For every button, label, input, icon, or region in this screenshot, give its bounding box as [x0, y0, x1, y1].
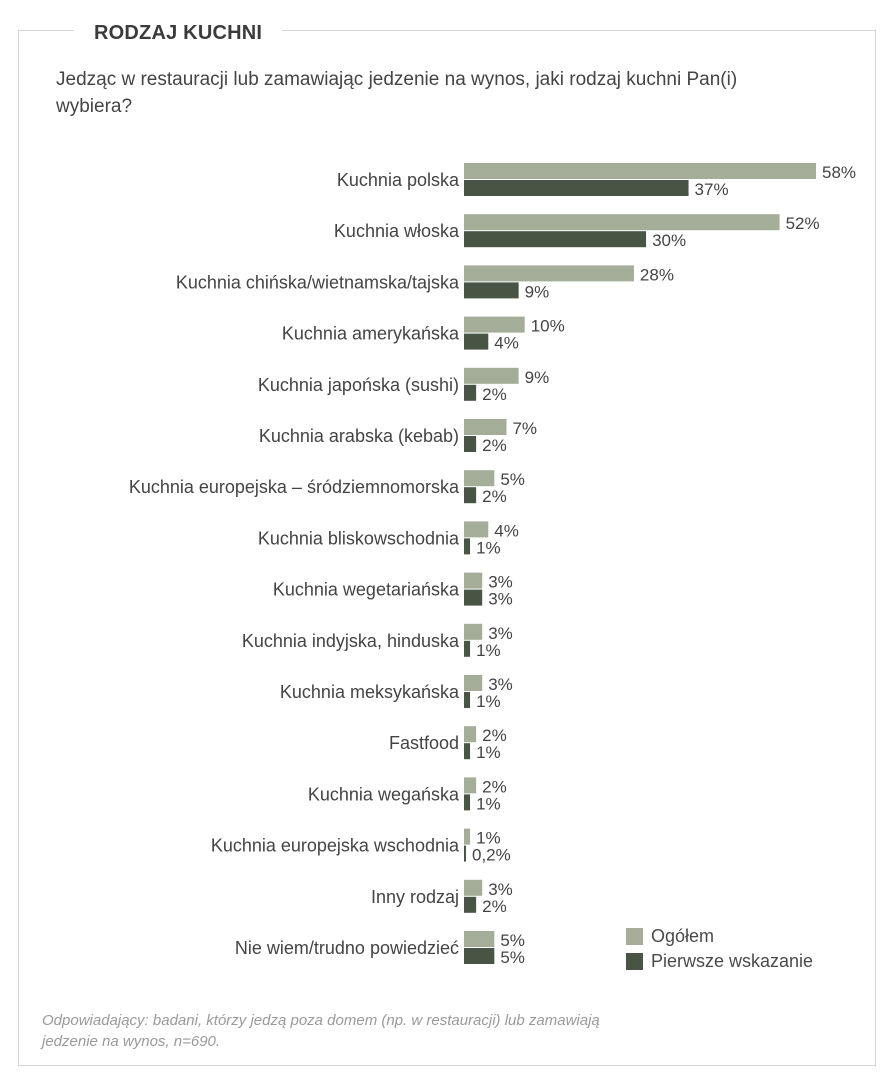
value-label-pierwsze: 1% — [476, 743, 501, 762]
chart-frame — [18, 30, 876, 1066]
bar-ogolem — [464, 828, 471, 845]
category-label: Kuchnia polska — [337, 170, 460, 190]
bar-ogolem — [464, 777, 477, 794]
value-label-pierwsze: 5% — [500, 948, 525, 967]
value-label-pierwsze: 1% — [476, 794, 501, 813]
value-label-ogolem: 3% — [488, 880, 513, 899]
bar-ogolem — [464, 214, 780, 231]
bar-pierwsze — [464, 538, 471, 555]
value-label-ogolem: 1% — [476, 829, 501, 848]
bar-pierwsze — [464, 333, 489, 350]
legend-item-pierwsze: Pierwsze wskazanie — [626, 949, 813, 974]
legend-label-pierwsze: Pierwsze wskazanie — [651, 951, 814, 971]
value-label-ogolem: 4% — [494, 521, 519, 540]
bar-pierwsze — [464, 794, 471, 811]
value-label-pierwsze: 2% — [482, 487, 507, 506]
bar-pierwsze — [464, 282, 519, 299]
value-label-ogolem: 9% — [525, 368, 550, 387]
bar-pierwsze — [464, 436, 477, 452]
value-label-pierwsze: 30% — [652, 231, 686, 250]
bar-pierwsze — [464, 743, 471, 760]
page-title: RODZAJ KUCHNI — [74, 20, 283, 47]
legend-swatch-ogolem — [626, 928, 643, 945]
value-label-pierwsze: 1% — [476, 641, 501, 660]
value-label-pierwsze: 4% — [494, 334, 519, 353]
bar-ogolem — [464, 675, 483, 691]
category-label: Kuchnia wegetariańska — [273, 580, 460, 600]
category-label: Kuchnia bliskowschodnia — [258, 528, 460, 548]
bar-ogolem — [464, 367, 519, 384]
value-label-ogolem: 2% — [482, 777, 507, 796]
value-label-pierwsze: 1% — [476, 538, 501, 557]
value-label-pierwsze: 0,2% — [472, 846, 511, 865]
bar-pierwsze — [464, 948, 495, 964]
bar-pierwsze — [464, 845, 466, 862]
legend-label-ogolem: Ogółem — [651, 926, 715, 946]
category-label: Kuchnia japońska (sushi) — [258, 375, 459, 395]
category-label: Kuchnia meksykańska — [280, 682, 460, 702]
bar-ogolem — [464, 879, 483, 896]
value-label-pierwsze: 3% — [488, 590, 513, 609]
value-label-ogolem: 5% — [500, 470, 525, 489]
category-label: Nie wiem/trudno powiedzieć — [235, 938, 459, 958]
survey-question: Jedząc w restauracji lub zamawiając jedz… — [56, 69, 738, 117]
bar-pierwsze — [464, 640, 471, 657]
bar-chart: Kuchnia polska 58% 37% Kuchnia włoska 52% 30%… — [129, 163, 856, 967]
bar-pierwsze — [464, 180, 689, 196]
value-label-pierwsze: 2% — [482, 436, 507, 455]
value-label-ogolem: 3% — [488, 573, 513, 592]
value-label-ogolem: 5% — [500, 931, 525, 950]
category-label: Kuchnia arabska (kebab) — [259, 426, 459, 446]
bar-ogolem — [464, 470, 495, 487]
category-label: Kuchnia indyjska, hinduska — [242, 631, 460, 651]
category-label: Kuchnia europejska – śródziemnomorska — [129, 477, 460, 497]
bar-ogolem — [464, 931, 495, 947]
bar-pierwsze — [464, 487, 477, 504]
footnote: Odpowiadający: badani, którzy jedzą poza… — [42, 1012, 600, 1050]
value-label-pierwsze: 37% — [695, 180, 729, 199]
bar-pierwsze — [464, 692, 471, 708]
legend: Ogółem Pierwsze wskazanie — [626, 924, 813, 974]
legend-swatch-pierwsze — [626, 953, 643, 970]
legend-item-ogolem: Ogółem — [626, 924, 813, 949]
bar-ogolem — [464, 623, 483, 640]
value-label-pierwsze: 1% — [476, 692, 501, 711]
bar-pierwsze — [464, 384, 477, 401]
value-label-ogolem: 7% — [512, 419, 537, 438]
bar-pierwsze — [464, 589, 483, 606]
value-label-ogolem: 58% — [822, 163, 856, 182]
category-label: Kuchnia amerykańska — [282, 324, 460, 344]
bar-ogolem — [464, 572, 483, 589]
value-label-ogolem: 10% — [531, 317, 565, 336]
bar-ogolem — [464, 726, 477, 743]
bar-ogolem — [464, 521, 489, 538]
value-label-pierwsze: 9% — [525, 282, 550, 301]
category-label: Kuchnia włoska — [334, 221, 460, 241]
category-label: Inny rodzaj — [371, 887, 459, 907]
bar-ogolem — [464, 265, 634, 282]
bar-ogolem — [464, 316, 525, 333]
category-label: Kuchnia europejska wschodnia — [211, 836, 460, 856]
value-label-ogolem: 52% — [786, 214, 820, 233]
value-label-ogolem: 3% — [488, 675, 513, 694]
category-label: Kuchnia chińska/wietnamska/tajska — [176, 272, 460, 292]
bar-ogolem — [464, 163, 816, 179]
category-label: Kuchnia wegańska — [308, 784, 460, 804]
value-label-ogolem: 2% — [482, 726, 507, 745]
value-label-ogolem: 3% — [488, 624, 513, 643]
bar-pierwsze — [464, 231, 647, 248]
value-label-pierwsze: 2% — [482, 385, 507, 404]
category-label: Fastfood — [389, 733, 459, 753]
value-label-ogolem: 28% — [640, 265, 674, 284]
bar-pierwsze — [464, 896, 477, 913]
bar-ogolem — [464, 419, 507, 435]
value-label-pierwsze: 2% — [482, 897, 507, 916]
